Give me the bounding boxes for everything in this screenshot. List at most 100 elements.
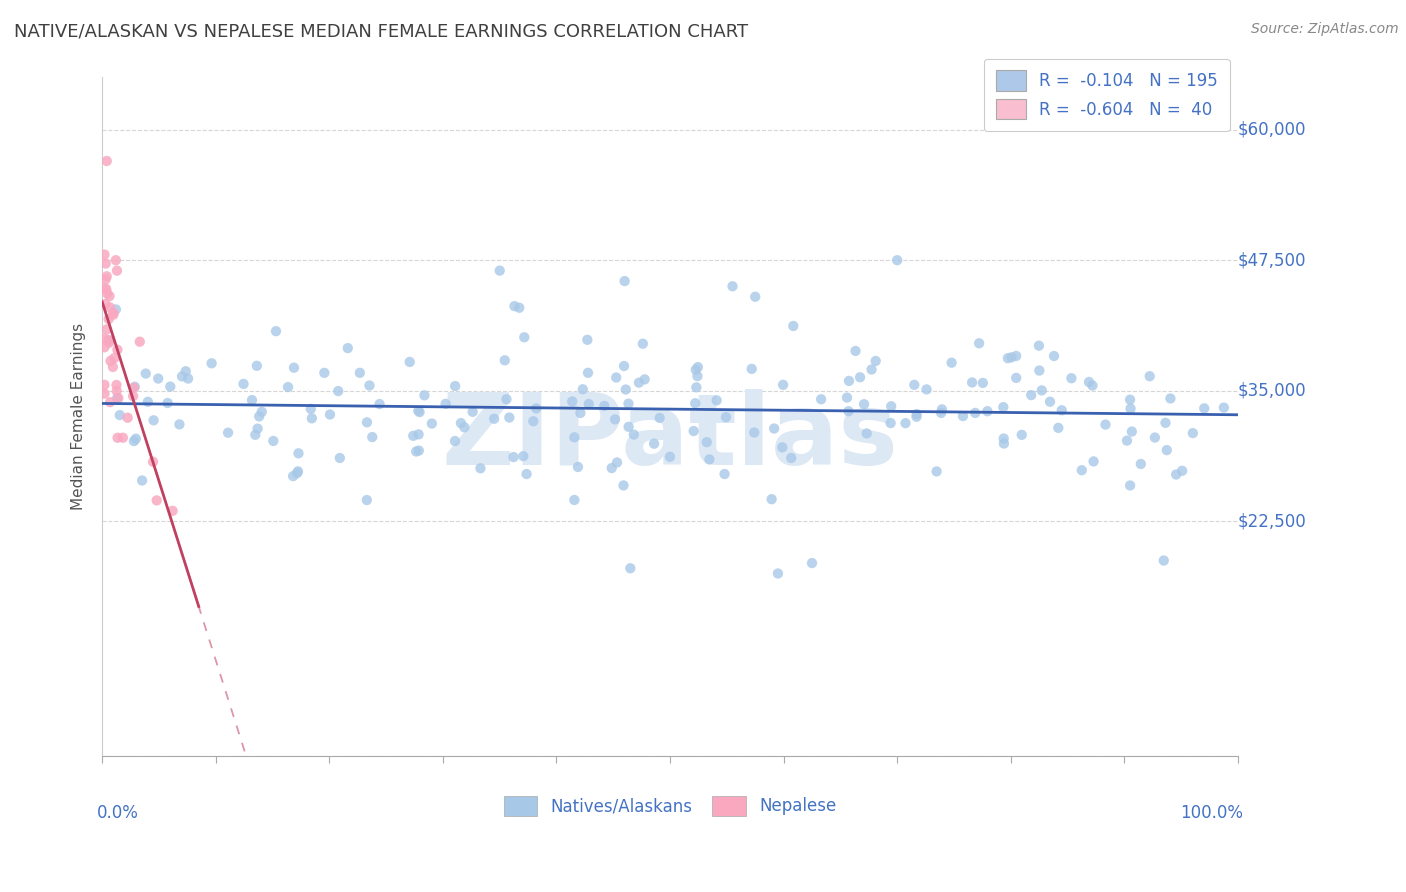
Point	[603, 412, 626, 426]
Point	[250, 405, 273, 419]
Point	[277, 380, 299, 394]
Point	[770, 441, 793, 455]
Point	[682, 424, 704, 438]
Point	[148, 371, 170, 385]
Point	[105, 391, 128, 405]
Point	[714, 410, 737, 425]
Point	[617, 397, 640, 411]
Point	[619, 561, 641, 575]
Point	[1119, 478, 1142, 492]
Point	[512, 449, 534, 463]
Point	[169, 417, 191, 432]
Point	[287, 464, 309, 478]
Point	[1011, 427, 1033, 442]
Point	[648, 410, 671, 425]
Point	[593, 399, 616, 413]
Point	[571, 382, 593, 396]
Point	[328, 384, 350, 398]
Point	[107, 391, 129, 405]
Legend: Natives/Alaskans, Nepalese: Natives/Alaskans, Nepalese	[498, 789, 844, 822]
Point	[94, 297, 117, 311]
Point	[103, 306, 125, 320]
Point	[107, 343, 129, 357]
Point	[1121, 425, 1143, 439]
Point	[264, 324, 287, 338]
Point	[100, 354, 122, 368]
Point	[285, 466, 308, 480]
Point	[855, 426, 877, 441]
Point	[605, 370, 627, 384]
Point	[98, 395, 121, 409]
Point	[1166, 467, 1188, 482]
Point	[1119, 392, 1142, 407]
Point	[612, 478, 634, 492]
Point	[1047, 421, 1070, 435]
Point	[96, 282, 118, 296]
Point	[623, 427, 645, 442]
Point	[766, 566, 789, 581]
Point	[879, 416, 901, 430]
Point	[361, 430, 384, 444]
Point	[142, 413, 165, 427]
Point	[125, 432, 148, 446]
Point	[960, 376, 983, 390]
Point	[503, 299, 526, 313]
Point	[93, 247, 115, 261]
Point	[931, 402, 953, 417]
Point	[905, 407, 928, 421]
Text: ZIPatlas: ZIPatlas	[441, 389, 898, 486]
Point	[801, 556, 824, 570]
Point	[772, 377, 794, 392]
Point	[319, 408, 342, 422]
Point	[997, 351, 1019, 366]
Point	[1139, 369, 1161, 384]
Text: $60,000: $60,000	[1237, 120, 1306, 138]
Point	[1005, 349, 1028, 363]
Point	[1070, 463, 1092, 477]
Point	[482, 411, 505, 425]
Point	[336, 341, 359, 355]
Point	[444, 379, 467, 393]
Point	[131, 474, 153, 488]
Point	[903, 377, 925, 392]
Point	[96, 269, 118, 284]
Point	[741, 362, 763, 376]
Point	[93, 281, 115, 295]
Point	[905, 409, 928, 424]
Text: $35,000: $35,000	[1237, 382, 1306, 400]
Point	[1129, 457, 1152, 471]
Point	[633, 372, 655, 386]
Point	[93, 377, 115, 392]
Point	[780, 450, 803, 465]
Point	[880, 399, 903, 413]
Point	[287, 446, 309, 460]
Point	[810, 392, 832, 407]
Point	[450, 416, 472, 430]
Point	[844, 343, 866, 358]
Point	[240, 393, 263, 408]
Point	[128, 334, 150, 349]
Point	[835, 391, 858, 405]
Point	[600, 461, 623, 475]
Point	[1028, 339, 1050, 353]
Point	[93, 340, 115, 354]
Point	[98, 301, 121, 315]
Point	[97, 333, 120, 347]
Point	[356, 493, 378, 508]
Point	[495, 392, 517, 407]
Point	[1194, 401, 1216, 416]
Point	[96, 322, 118, 336]
Point	[104, 253, 127, 268]
Point	[744, 290, 766, 304]
Point	[894, 416, 917, 430]
Point	[613, 274, 636, 288]
Point	[763, 421, 786, 435]
Point	[685, 380, 707, 394]
Point	[685, 363, 707, 377]
Point	[696, 435, 718, 450]
Point	[97, 335, 120, 350]
Point	[1181, 426, 1204, 441]
Point	[965, 406, 987, 420]
Point	[1094, 417, 1116, 432]
Point	[246, 359, 269, 373]
